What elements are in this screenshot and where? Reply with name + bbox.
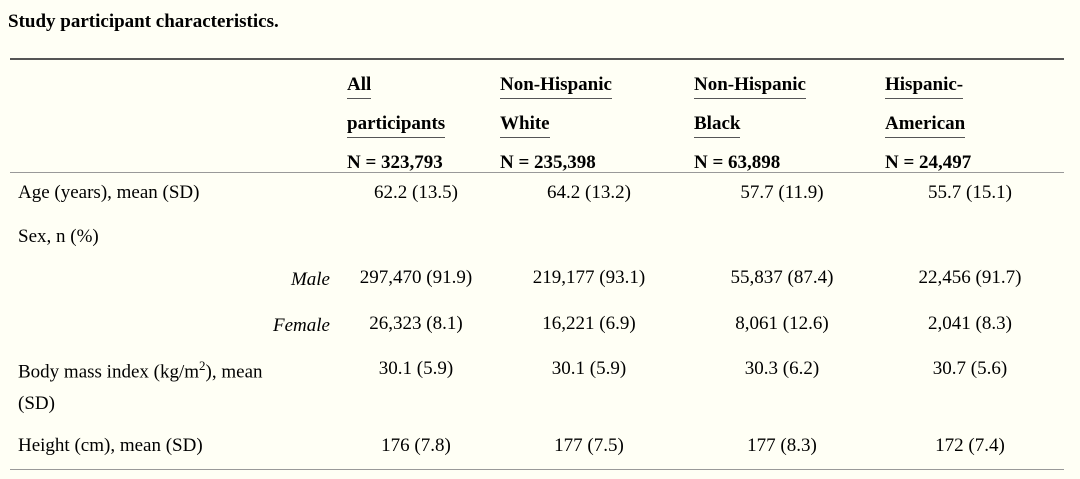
header-line: Hispanic- [885, 72, 964, 99]
table-cell: 64.2 (13.2) [547, 182, 631, 203]
row-label-height: Height (cm), mean (SD) [18, 435, 203, 456]
row-label-female: Female [273, 315, 330, 336]
table-top-rule [10, 58, 1064, 60]
column-header-non-hispanic-white: Non-Hispanic White N = 235,398 [500, 68, 612, 180]
table-cell: 30.7 (5.6) [932, 358, 1008, 379]
table-cell: 177 (7.5) [554, 435, 624, 456]
table-cell: 16,221 (6.9) [542, 313, 636, 334]
header-bottom-rule [10, 172, 1064, 173]
column-header-all-participants: All participants N = 323,793 [347, 68, 446, 180]
table-cell: 177 (8.3) [747, 435, 817, 456]
row-label-age: Age (years), mean (SD) [18, 182, 200, 203]
header-line: Non-Hispanic [694, 72, 806, 99]
header-n: N = 24,497 [885, 152, 972, 173]
bmi-label-superscript: 2 [199, 358, 206, 373]
header-n: N = 323,793 [347, 152, 443, 173]
header-line: Black [694, 111, 741, 138]
row-label-male: Male [290, 269, 330, 290]
header-n: N = 235,398 [500, 152, 596, 173]
table-cell: 8,061 (12.6) [735, 313, 829, 334]
table-cell: 55,837 (87.4) [730, 267, 834, 288]
header-line: participants [347, 111, 446, 138]
table-cell: 219,177 (93.1) [532, 267, 646, 288]
column-header-hispanic-american: Hispanic- American N = 24,497 [885, 68, 971, 180]
table-cell: 22,456 (91.7) [918, 267, 1022, 288]
table-caption: Study participant characteristics. [8, 11, 279, 32]
table-cell: 30.3 (6.2) [744, 358, 820, 379]
table-cell: 26,323 (8.1) [369, 313, 463, 334]
header-line: American [885, 111, 966, 138]
row-label-sex: Sex, n (%) [18, 226, 99, 247]
column-header-non-hispanic-black: Non-Hispanic Black N = 63,898 [694, 68, 806, 180]
table-cell: 172 (7.4) [935, 435, 1005, 456]
header-line: All [347, 72, 372, 99]
table-cell: 2,041 (8.3) [928, 313, 1012, 334]
header-line: Non-Hispanic [500, 72, 612, 99]
bmi-label-text-end: ), mean [205, 361, 263, 383]
row-label-bmi-line2: (SD) [18, 393, 55, 414]
header-n: N = 63,898 [694, 152, 781, 173]
table-cell: 55.7 (15.1) [928, 182, 1012, 203]
table-cell: 57.7 (11.9) [740, 182, 824, 203]
table-cell: 176 (7.8) [381, 435, 451, 456]
table-bottom-rule [10, 469, 1064, 470]
header-line: White [500, 111, 550, 138]
table-cell: 30.1 (5.9) [378, 358, 454, 379]
bmi-label-text: Body mass index (kg/m [18, 361, 200, 383]
table-cell: 30.1 (5.9) [551, 358, 627, 379]
table-cell: 297,470 (91.9) [359, 267, 473, 288]
table-cell: 62.2 (13.5) [374, 182, 458, 203]
row-label-bmi: Body mass index (kg/m2), mean [18, 358, 263, 383]
